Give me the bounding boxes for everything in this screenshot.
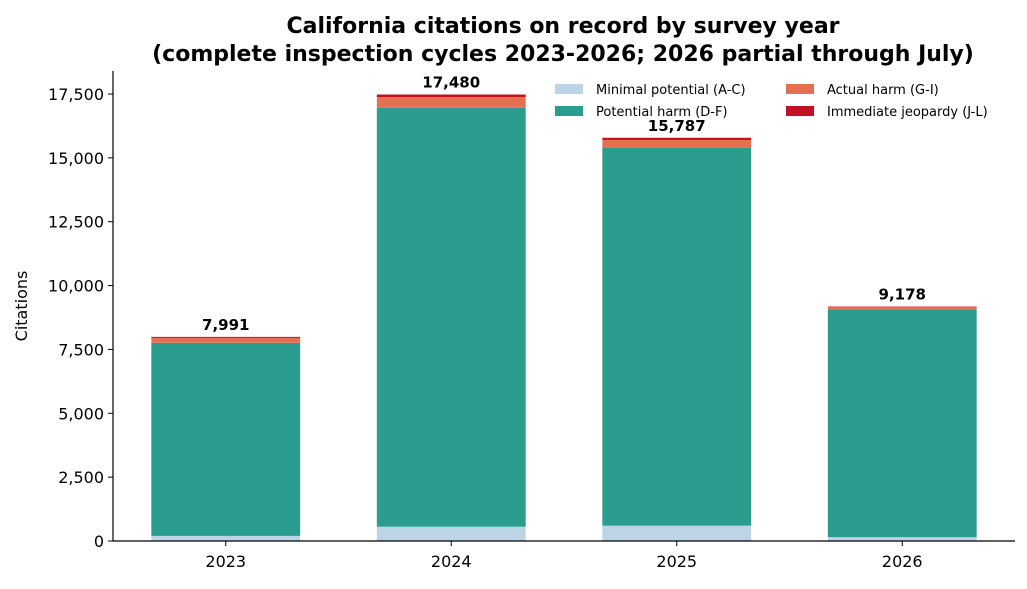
- bar-segment-2026-series-2: [828, 307, 977, 310]
- bar-segment-2024-series-3: [377, 95, 526, 98]
- plot-area: 7,991202317,480202415,78720259,178202602…: [48, 71, 1015, 571]
- legend-swatch-1: [555, 106, 583, 116]
- y-tick-label-0: 0: [94, 532, 104, 551]
- legend-label-2: Actual harm (G-I): [827, 83, 939, 98]
- y-tick-label-4: 10,000: [48, 277, 104, 296]
- bar-segment-2025-series-0: [602, 526, 751, 541]
- y-tick-label-6: 15,000: [48, 149, 104, 168]
- bar-segment-2025-series-1: [602, 148, 751, 526]
- bar-segment-2024-series-2: [377, 97, 526, 108]
- legend-label-3: Immediate jeopardy (J-L): [827, 105, 988, 120]
- y-tick-label-5: 12,500: [48, 213, 104, 232]
- bar-segment-2024-series-0: [377, 527, 526, 541]
- x-tick-label-2025: 2025: [656, 552, 697, 571]
- x-tick-label-2023: 2023: [205, 552, 246, 571]
- legend-label-0: Minimal potential (A-C): [596, 83, 746, 98]
- bar-segment-2025-series-2: [602, 140, 751, 148]
- y-tick-label-1: 2,500: [58, 468, 104, 487]
- x-tick-label-2024: 2024: [431, 552, 472, 571]
- legend-swatch-2: [786, 84, 814, 94]
- legend: Minimal potential (A-C) Potential harm (D…: [555, 83, 988, 120]
- legend-swatch-3: [786, 106, 814, 116]
- y-tick-label-7: 17,500: [48, 85, 104, 104]
- bar-segment-2025-series-3: [602, 138, 751, 140]
- bar-segment-2023-series-3: [151, 337, 300, 338]
- y-axis-label: Citations: [12, 271, 31, 342]
- bar-total-label-2024: 17,480: [422, 74, 480, 92]
- bar-total-label-2026: 9,178: [879, 286, 926, 304]
- bar-segment-2024-series-1: [377, 108, 526, 527]
- bar-segment-2023-series-0: [151, 536, 300, 541]
- x-tick-label-2026: 2026: [882, 552, 923, 571]
- chart-title: California citations on record by survey…: [286, 14, 839, 39]
- bar-segment-2026-series-1: [828, 310, 977, 538]
- chart-subtitle: (complete inspection cycles 2023-2026; 2…: [152, 42, 974, 67]
- y-tick-label-2: 5,000: [58, 404, 104, 423]
- legend-label-1: Potential harm (D-F): [596, 105, 728, 120]
- legend-swatch-0: [555, 84, 583, 94]
- bar-segment-2023-series-1: [151, 343, 300, 536]
- bar-total-label-2023: 7,991: [202, 316, 249, 334]
- bar-segment-2023-series-2: [151, 338, 300, 343]
- y-tick-label-3: 7,500: [58, 340, 104, 359]
